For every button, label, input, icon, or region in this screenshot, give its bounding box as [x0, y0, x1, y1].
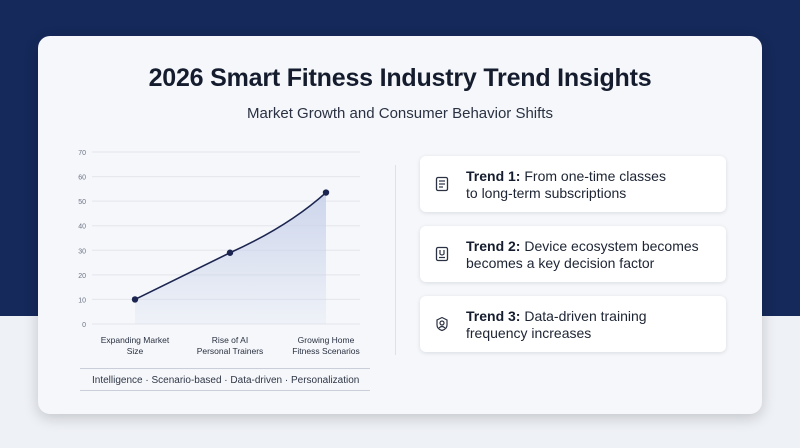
x-tick-label: Rise of AI [212, 335, 248, 345]
x-tick-label: Size [127, 346, 144, 356]
trend-3-line1: Data-driven training [524, 308, 647, 324]
series-line [134, 191, 327, 301]
trend-3-text: Trend 3: Data-driven training frequency … [466, 308, 716, 342]
y-tick-label: 50 [78, 199, 86, 206]
trend-2-label: Trend 2: [466, 238, 521, 254]
trend-2-text: Trend 2: Device ecosystem becomes become… [466, 238, 716, 272]
data-point [131, 296, 139, 303]
trend-card-2: Trend 2: Device ecosystem becomes become… [420, 226, 726, 282]
section-divider [395, 165, 396, 355]
trend-3-line2: frequency increases [466, 325, 592, 341]
trend-1-label: Trend 1: [466, 168, 521, 184]
data-point [322, 189, 330, 196]
trend-2-line1: Device ecosystem becomes [524, 238, 699, 254]
trend-card-1: Trend 1: From one-time classes to long-t… [420, 156, 726, 212]
trend-1-text: Trend 1: From one-time classes to long-t… [466, 168, 716, 202]
keywords-text: Intelligence · Scenario-based · Data-dri… [92, 375, 360, 386]
y-tick-label: 60 [78, 175, 86, 182]
x-tick-label: Personal Trainers [197, 346, 264, 356]
trend-card-3: Trend 3: Data-driven training frequency … [420, 296, 726, 352]
trend-1-line1: From one-time classes [524, 168, 666, 184]
y-tick-label: 10 [78, 297, 86, 304]
y-tick-label: 0 [82, 322, 86, 329]
y-tick-label: 30 [78, 248, 86, 255]
y-tick-label: 40 [78, 224, 86, 231]
y-tick-label: 20 [78, 273, 86, 280]
page-subtitle: Market Growth and Consumer Behavior Shif… [247, 105, 553, 122]
x-tick-label: Fitness Scenarios [292, 346, 360, 356]
x-tick-label: Growing Home [298, 335, 355, 345]
badge-icon [436, 316, 448, 332]
trend-3-label: Trend 3: [466, 308, 521, 324]
keywords-bottom-rule [80, 390, 370, 391]
trend-2-line2: becomes a key decision factor [466, 255, 655, 271]
document-list-icon [435, 176, 449, 192]
area-fill [135, 192, 326, 324]
device-icon [435, 246, 449, 262]
data-point [226, 249, 234, 256]
y-tick-label: 70 [78, 150, 86, 157]
page-title: 2026 Smart Fitness Industry Trend Insigh… [148, 64, 652, 92]
x-tick-label: Expanding Market [101, 335, 170, 345]
trend-1-line2: to long-term subscriptions [466, 185, 627, 201]
keywords-top-rule [80, 368, 370, 369]
